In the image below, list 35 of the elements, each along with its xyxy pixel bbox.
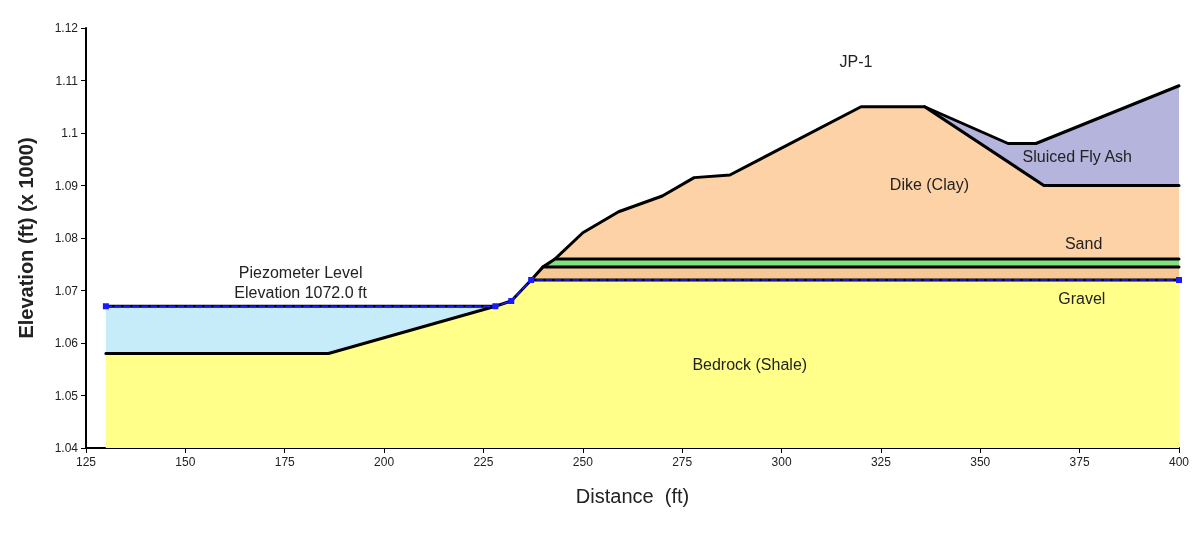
x-tick-label: 150 <box>175 455 196 469</box>
point <box>528 277 535 283</box>
y-tick-label: 1.08 <box>54 231 79 245</box>
x-tick-label: 300 <box>771 455 792 469</box>
x-tick-label: 275 <box>672 455 693 469</box>
y-tick-label: 1.1 <box>61 126 79 140</box>
point <box>492 303 499 310</box>
series-label: Piezometer Level Elevation 1072.0 ft <box>234 263 368 301</box>
point <box>1176 277 1182 283</box>
series-label: Bedrock (Shale) <box>692 355 808 373</box>
y-tick-label: 1.12 <box>54 21 79 35</box>
y-tick-label: 1.11 <box>55 73 79 88</box>
y-tick-label: 1.07 <box>54 283 79 298</box>
series-label: Gravel <box>1058 289 1106 307</box>
series-label: Sluiced Fly Ash <box>1022 147 1132 165</box>
y-tick-label: 1.06 <box>54 336 79 350</box>
x-tick-label: 250 <box>572 455 594 469</box>
x-tick-label: 225 <box>473 455 494 469</box>
point <box>102 303 109 310</box>
series-label: Sand <box>1064 234 1103 252</box>
x-tick-label: 325 <box>870 455 892 469</box>
annotation: JP-1 <box>839 53 873 71</box>
y-tick-label: 1.05 <box>54 388 79 403</box>
y-tick-label: 1.04 <box>54 441 79 455</box>
series-label: Dike (Clay) <box>889 175 969 193</box>
x-tick-label: 400 <box>1168 455 1190 469</box>
point <box>508 298 515 304</box>
y-axis-title: Elevation (ft) (x 1000) <box>15 137 37 339</box>
x-tick-label: 375 <box>1069 455 1090 469</box>
x-axis-title: Distance (ft) <box>575 485 690 507</box>
x-tick-label: 200 <box>374 455 395 469</box>
x-tick-label: 175 <box>274 455 296 469</box>
y-tick-label: 1.09 <box>54 178 79 193</box>
x-tick-label: 350 <box>970 455 991 469</box>
x-tick-label: 125 <box>75 455 97 469</box>
